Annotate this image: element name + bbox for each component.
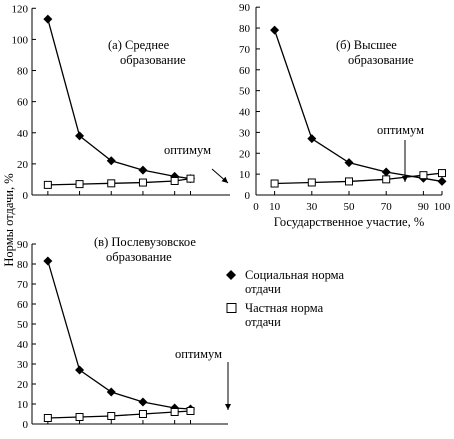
legend-private-label: Частная норма [245,301,324,315]
legend-diamond-marker [226,270,236,280]
y-tick-label: 90 [239,2,251,14]
private-return-line [47,410,191,419]
y-tick-label: 50 [17,319,29,331]
private-return-line [274,172,443,185]
y-tick-label: 50 [239,86,251,98]
optimum-arrowhead [402,176,408,182]
private-return-point [170,176,179,185]
y-tick-label: 20 [17,379,29,391]
private-return-point [43,414,52,422]
private-return-point [170,408,179,416]
private-return-point [419,171,428,180]
y-tick-label: 30 [17,359,29,371]
social-return-line [47,260,191,410]
panel-title-line2: образование [106,250,172,264]
legend-social-label2: отдачи [245,282,281,296]
panel-title-line1: (а) Среднее [108,38,170,52]
y-tick-label: 70 [239,44,251,56]
private-return-point [270,179,279,188]
social-return-point [138,165,148,175]
y-tick-label: 60 [239,65,251,77]
private-return-point [107,179,116,188]
social-return-point [106,387,116,397]
optimum-label: оптимум [377,123,424,137]
legend-square-marker [226,303,237,313]
y-tick-label: 0 [23,419,29,431]
optimum-arrowhead [221,176,228,183]
social-return-point [75,131,85,141]
social-return-point [381,167,391,177]
y-tick-label: 20 [239,148,251,160]
social-return-point [138,397,148,407]
y-tick-label: 120 [12,3,29,15]
private-return-point [75,413,84,421]
private-return-point [186,174,195,183]
y-tick-label: 90 [17,239,29,251]
y-tick-label: 60 [17,299,29,311]
x-tick-label: 0 [253,201,259,213]
social-return-point [43,256,53,266]
x-axis-title: Государственное участие, % [274,215,425,229]
x-tick-label: 100 [434,201,451,213]
private-return-point [43,180,52,189]
y-tick-label: 20 [17,159,29,171]
optimum-arrowhead [225,404,231,410]
legend: Социальная норма отдачи Частная норма от… [226,268,344,329]
social-return-point [437,176,447,186]
y-tick-label: 80 [239,23,251,35]
x-tick-label: 90 [418,201,430,213]
panel-title-line1: (в) Послевузовское [94,235,196,249]
social-return-point [270,25,280,35]
panel-title-line1: (б) Высшее [336,38,397,52]
x-tick-label: 50 [344,201,356,213]
y-tick-label: 0 [23,190,29,202]
x-tick-label: 10 [269,201,281,213]
panel-title-line2: образование [120,53,186,67]
optimum-label: оптимум [175,347,222,361]
legend-private-label2: отдачи [245,315,281,329]
y-tick-label: 10 [17,399,29,411]
private-return-line [47,178,191,186]
social-return-point [106,156,116,166]
social-return-point [43,14,53,24]
panel-title-line2: образование [348,53,414,67]
legend-social-label: Социальная норма [245,268,344,282]
y-tick-label: 60 [17,97,29,109]
social-return-point [344,158,354,168]
y-tick-label: 30 [239,127,251,139]
y-tick-label: 70 [17,279,29,291]
social-return-point [307,134,317,144]
y-tick-label: 40 [17,128,29,140]
private-return-point [345,177,353,186]
x-tick-label: 70 [381,201,393,213]
y-tick-label: 80 [17,66,29,78]
private-return-point [138,178,147,187]
y-tick-label: 40 [239,107,251,119]
optimum-label: оптимум [164,143,211,157]
private-return-point [75,180,84,189]
y-tick-label: 10 [239,169,251,181]
x-tick-label: 30 [306,201,318,213]
private-return-point [307,178,316,187]
y-tick-label: 0 [245,190,251,202]
private-return-point [107,412,116,420]
y-tick-label: 40 [17,339,29,351]
y-tick-label: 80 [17,259,29,271]
panel-b-higher-education: 0 10 20 30 40 50 60 70 80 90 0 10 30 50 70 90 100 (б) Выс… [239,2,451,229]
private-return-point [382,175,391,184]
panel-c-postgraduate-education: 0 10 20 30 40 50 60 70 80 90 (в) Послевузовскоеобр… [17,235,231,431]
social-return-point [75,365,85,375]
y-tick-label: 100 [12,34,29,46]
private-return-point [186,407,195,415]
private-return-point [138,410,147,418]
y-axis-title: Нормы отдачи, % [2,173,16,266]
private-return-point [438,169,446,178]
